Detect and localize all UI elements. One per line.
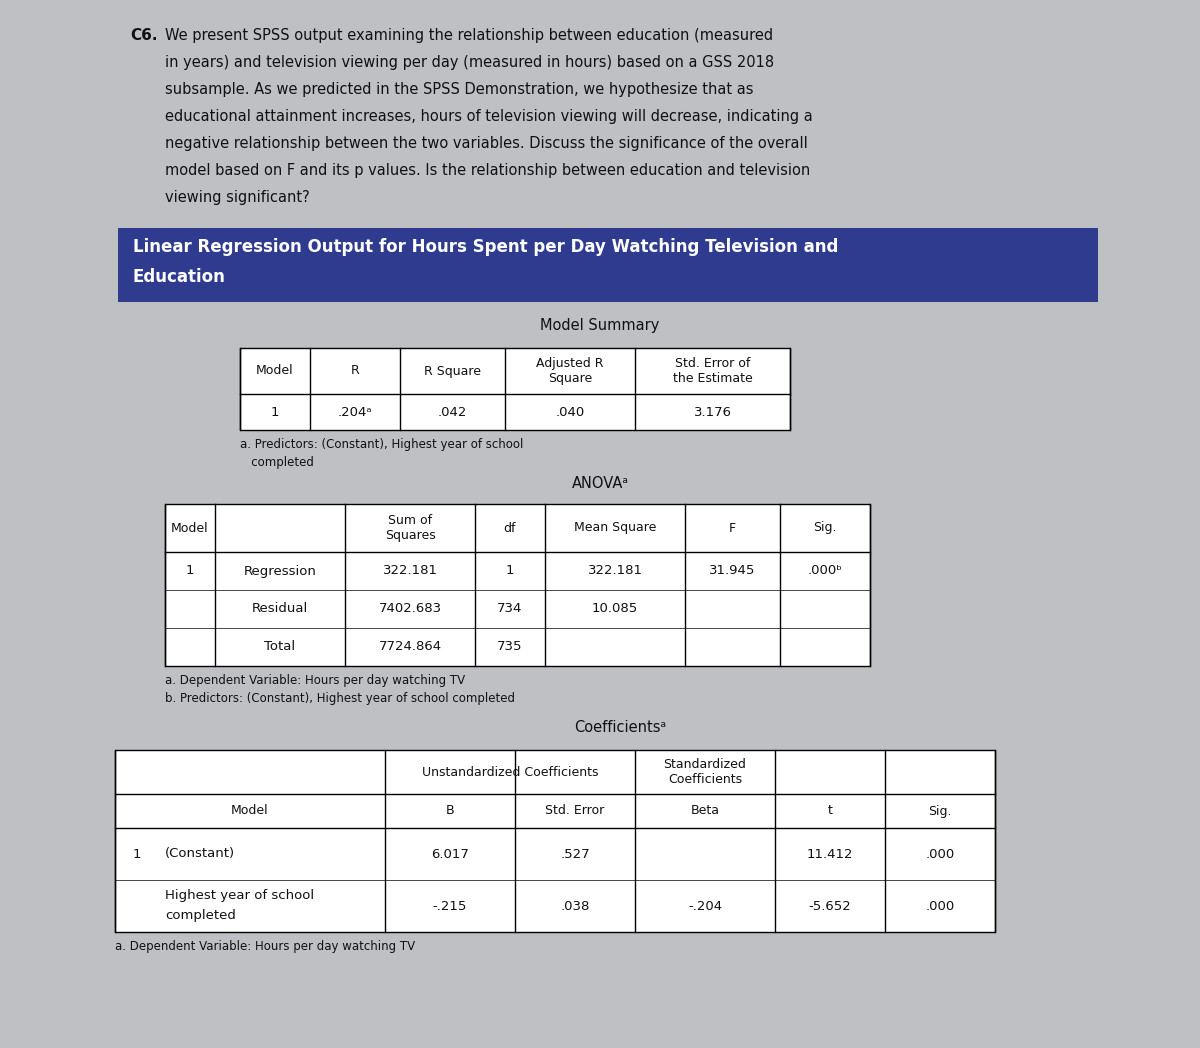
Text: in years) and television viewing per day (measured in hours) based on a GSS 2018: in years) and television viewing per day… [166, 54, 774, 70]
Bar [240, 348, 790, 430]
Text: a. Dependent Variable: Hours per day watching TV: a. Dependent Variable: Hours per day wat… [166, 674, 466, 687]
Text: -5.652: -5.652 [809, 899, 851, 913]
Text: educational attainment increases, hours of television viewing will decrease, ind: educational attainment increases, hours … [166, 109, 812, 124]
Bar [166, 504, 870, 665]
Bar [118, 228, 1098, 302]
Text: 11.412: 11.412 [806, 848, 853, 860]
Text: Coefficientsᵃ: Coefficientsᵃ [574, 720, 666, 735]
Text: Linear Regression Output for Hours Spent per Day Watching Television and: Linear Regression Output for Hours Spent… [133, 238, 839, 256]
Text: .000: .000 [925, 848, 955, 860]
Text: a. Dependent Variable: Hours per day watching TV: a. Dependent Variable: Hours per day wat… [115, 940, 415, 953]
Text: 1: 1 [186, 565, 194, 577]
Text: completed: completed [166, 910, 236, 922]
Text: 1: 1 [505, 565, 515, 577]
Text: -.215: -.215 [433, 899, 467, 913]
Text: .042: .042 [438, 406, 467, 418]
Text: 3.176: 3.176 [694, 406, 732, 418]
Text: subsample. As we predicted in the SPSS Demonstration, we hypothesize that as: subsample. As we predicted in the SPSS D… [166, 82, 754, 97]
Text: .040: .040 [556, 406, 584, 418]
Text: Education: Education [133, 268, 226, 286]
Text: t: t [828, 805, 833, 817]
Text: 322.181: 322.181 [383, 565, 438, 577]
Text: R: R [350, 365, 359, 377]
Text: B: B [445, 805, 455, 817]
Text: Model Summary: Model Summary [540, 318, 660, 333]
Text: 6.017: 6.017 [431, 848, 469, 860]
Text: a. Predictors: (Constant), Highest year of school: a. Predictors: (Constant), Highest year … [240, 438, 523, 451]
Text: Sum of
Squares: Sum of Squares [385, 514, 436, 542]
Text: (Constant): (Constant) [166, 848, 235, 860]
Text: -.204: -.204 [688, 899, 722, 913]
Text: C6.: C6. [130, 28, 157, 43]
Text: 10.085: 10.085 [592, 603, 638, 615]
Bar [115, 750, 995, 932]
Text: Mean Square: Mean Square [574, 522, 656, 534]
Text: We present SPSS output examining the relationship between education (measured: We present SPSS output examining the rel… [166, 28, 773, 43]
Text: Residual: Residual [252, 603, 308, 615]
Text: 734: 734 [497, 603, 523, 615]
Text: negative relationship between the two variables. Discuss the significance of the: negative relationship between the two va… [166, 136, 808, 151]
Text: Total: Total [264, 640, 295, 654]
Text: Sig.: Sig. [929, 805, 952, 817]
Text: Regression: Regression [244, 565, 317, 577]
Text: .204ᵃ: .204ᵃ [337, 406, 372, 418]
Text: 31.945: 31.945 [709, 565, 756, 577]
Text: .038: .038 [560, 899, 589, 913]
Text: Adjusted R
Square: Adjusted R Square [536, 357, 604, 385]
Text: 1: 1 [133, 848, 142, 860]
Text: Highest year of school: Highest year of school [166, 890, 314, 902]
Text: 735: 735 [497, 640, 523, 654]
Text: model based on F and its p values. Is the relationship between education and tel: model based on F and its p values. Is th… [166, 163, 810, 178]
Text: 7724.864: 7724.864 [378, 640, 442, 654]
Text: F: F [728, 522, 736, 534]
Text: Model: Model [172, 522, 209, 534]
Text: Std. Error: Std. Error [545, 805, 605, 817]
Text: df: df [504, 522, 516, 534]
Text: R Square: R Square [424, 365, 481, 377]
Text: 1: 1 [271, 406, 280, 418]
Text: .527: .527 [560, 848, 590, 860]
Text: Beta: Beta [690, 805, 720, 817]
Text: .000: .000 [925, 899, 955, 913]
Text: 7402.683: 7402.683 [378, 603, 442, 615]
Text: Model: Model [232, 805, 269, 817]
Text: .000ᵇ: .000ᵇ [808, 565, 842, 577]
Text: Unstandardized Coefficients: Unstandardized Coefficients [421, 765, 599, 779]
Text: completed: completed [240, 456, 314, 470]
Text: Model: Model [256, 365, 294, 377]
Text: viewing significant?: viewing significant? [166, 190, 310, 205]
Text: Standardized
Coefficients: Standardized Coefficients [664, 758, 746, 786]
Text: Sig.: Sig. [814, 522, 836, 534]
Text: b. Predictors: (Constant), Highest year of school completed: b. Predictors: (Constant), Highest year … [166, 692, 515, 705]
Text: 322.181: 322.181 [588, 565, 642, 577]
Text: Std. Error of
the Estimate: Std. Error of the Estimate [673, 357, 752, 385]
Text: ANOVAᵃ: ANOVAᵃ [571, 476, 629, 492]
